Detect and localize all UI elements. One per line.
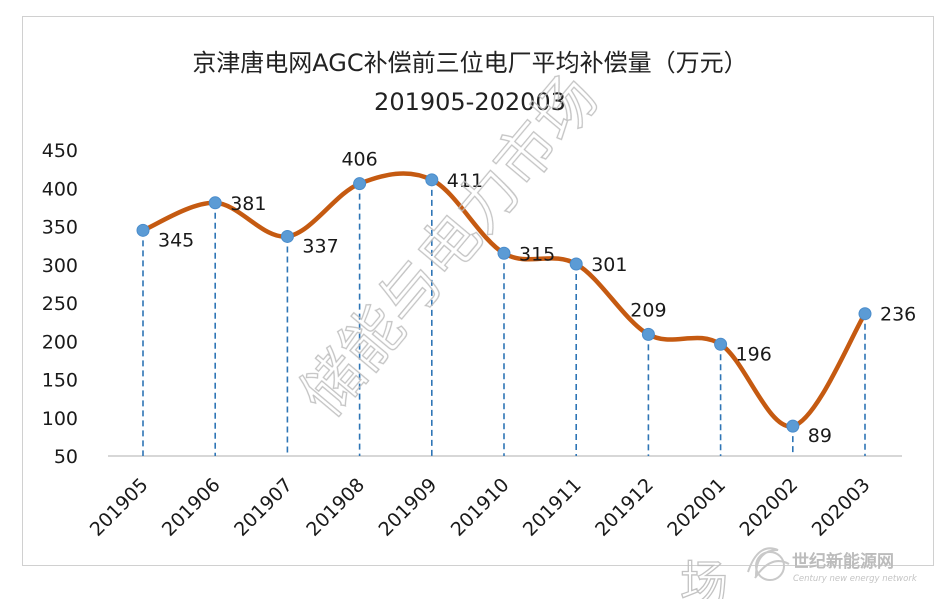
x-tick-label: 201905	[86, 474, 153, 541]
brand-name: 世纪新能源网	[792, 551, 894, 572]
series-markers	[136, 173, 872, 433]
data-point	[280, 229, 294, 243]
y-tick-label: 400	[42, 178, 78, 200]
chart-subtitle: 201905-202003	[374, 88, 566, 116]
data-point	[208, 196, 222, 210]
watermark: 储能与电力市场 场	[287, 62, 728, 599]
x-tick-label: 202001	[663, 474, 730, 541]
x-tick-label: 201908	[302, 474, 369, 541]
data-label: 411	[447, 170, 483, 192]
x-tick-label: 201907	[230, 474, 297, 541]
y-tick-label: 450	[42, 140, 78, 162]
data-label: 209	[630, 299, 666, 321]
series-path	[140, 171, 868, 429]
data-point	[641, 327, 655, 341]
brand-english: Century new energy network	[793, 574, 918, 584]
y-tick-label: 150	[42, 370, 78, 392]
x-tick-label: 201909	[374, 474, 441, 541]
y-tick-label: 350	[42, 217, 78, 239]
x-tick-label: 201910	[447, 474, 514, 541]
data-label: 315	[519, 243, 555, 265]
data-label: 236	[880, 304, 916, 326]
data-point	[569, 257, 583, 271]
data-point	[497, 246, 511, 260]
x-tick-label: 202003	[808, 474, 875, 541]
data-label: 381	[230, 193, 266, 215]
y-tick-label: 100	[42, 408, 78, 430]
data-point	[786, 419, 800, 433]
data-point	[714, 337, 728, 351]
x-tick-label: 201912	[591, 474, 658, 541]
data-label: 337	[302, 235, 338, 257]
chart-frame	[22, 16, 934, 566]
drop-lines	[142, 179, 866, 456]
data-point	[425, 173, 439, 187]
series-line	[140, 171, 868, 429]
x-tick-label: 201906	[158, 474, 225, 541]
x-tick-label: 202002	[735, 474, 802, 541]
watermark-bottom-text: 场	[680, 556, 728, 599]
x-tick-label: 201911	[519, 474, 586, 541]
y-tick-label: 250	[42, 293, 78, 315]
y-tick-label: 50	[54, 446, 78, 468]
y-tick-label: 200	[42, 331, 78, 353]
data-labels: 345 381 337 406 411 315 301 209 196 89 236	[158, 149, 916, 448]
data-point	[353, 177, 367, 191]
data-point	[858, 307, 872, 321]
y-tick-label: 300	[42, 255, 78, 277]
data-point	[136, 223, 150, 237]
data-label: 345	[158, 229, 194, 251]
chart-title: 京津唐电网AGC补偿前三位电厂平均补偿量（万元）	[192, 49, 747, 77]
brand-logo: 世纪新能源网 Century new energy network	[747, 547, 918, 584]
data-label: 196	[736, 343, 772, 365]
data-label: 301	[591, 254, 627, 276]
data-label: 406	[341, 149, 377, 171]
data-label: 89	[808, 425, 832, 447]
swirl-icon	[747, 547, 790, 581]
